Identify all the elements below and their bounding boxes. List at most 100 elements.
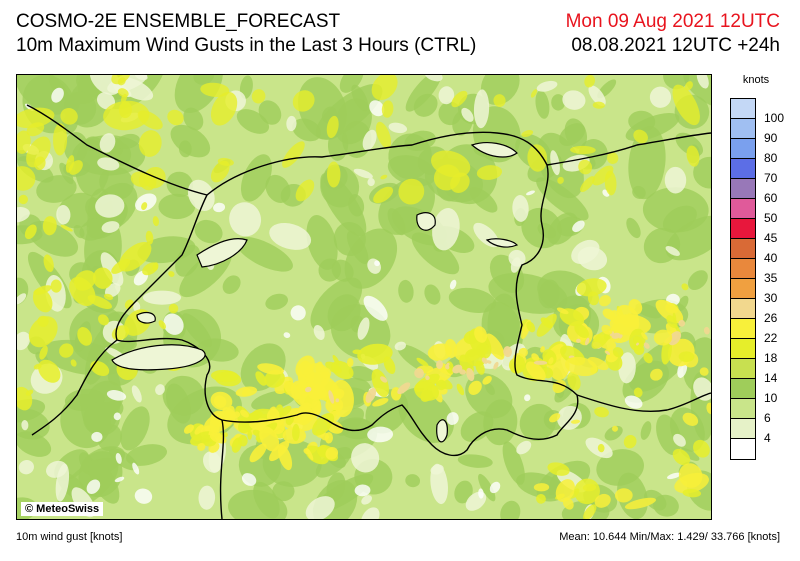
gust-patch	[438, 86, 455, 105]
gust-patch	[371, 75, 398, 101]
gust-patch	[611, 425, 619, 432]
gust-patch	[251, 390, 296, 411]
gust-patch	[535, 90, 550, 119]
lake	[470, 142, 518, 158]
gust-patch	[32, 288, 53, 313]
gust-patch	[194, 424, 204, 435]
gust-patch	[618, 352, 636, 384]
gust-patch	[152, 216, 159, 227]
gust-patch	[305, 496, 335, 519]
gust-patch	[325, 447, 339, 460]
gust-patch	[17, 130, 31, 154]
legend-swatch	[731, 179, 755, 199]
gust-patch	[416, 357, 429, 367]
gust-patch	[584, 337, 590, 346]
gust-patch	[526, 361, 546, 381]
gust-patch	[624, 395, 643, 409]
gust-patch	[346, 230, 369, 265]
product-subtitle: 10m Maximum Wind Gusts in the Last 3 Hou…	[16, 35, 477, 56]
gust-patch	[564, 118, 588, 149]
gust-patch	[182, 313, 213, 348]
gust-patch	[510, 257, 521, 273]
gust-patch	[597, 443, 605, 453]
gust-patch	[580, 176, 595, 193]
gust-patch	[572, 220, 585, 233]
title-block: COSMO-2E ENSEMBLE_FORECAST 10m Maximum W…	[16, 10, 476, 58]
legend-tick-label: 60	[764, 191, 778, 205]
gust-patch	[213, 202, 226, 213]
gust-patch	[77, 327, 93, 346]
gust-patch	[524, 394, 531, 402]
gust-patch	[351, 443, 380, 473]
gust-patch	[687, 270, 708, 291]
gust-patch	[518, 347, 528, 358]
gust-patch	[316, 446, 327, 455]
gust-patch	[354, 484, 371, 497]
gust-patch	[269, 440, 290, 462]
gust-patch	[18, 194, 28, 205]
gust-patch	[145, 230, 154, 245]
gust-patch	[570, 419, 581, 424]
gust-patch	[141, 202, 148, 211]
gust-patch	[162, 375, 205, 416]
legend-tick-label: 6	[764, 411, 771, 425]
gust-patch	[163, 313, 184, 335]
gust-patch	[241, 473, 257, 486]
gust-patch	[449, 279, 457, 290]
gust-patch	[330, 388, 345, 401]
gust-patch	[461, 107, 474, 122]
gust-patch	[115, 133, 140, 150]
gust-patch	[653, 329, 673, 346]
gust-patch	[55, 463, 70, 502]
gust-patch	[292, 90, 315, 112]
gust-patch	[138, 130, 162, 157]
gust-patch	[132, 462, 140, 475]
gust-patch	[682, 412, 699, 426]
gust-patch	[594, 493, 611, 508]
valid-time: Mon 09 Aug 2021 12UTC	[565, 11, 780, 32]
gust-patch	[432, 208, 460, 251]
gust-patch	[653, 494, 679, 517]
gust-patch	[521, 207, 562, 249]
gust-patch	[373, 186, 394, 204]
gust-patch	[56, 205, 71, 225]
gust-patch	[397, 382, 411, 395]
gust-patch	[521, 130, 534, 138]
gust-patch	[304, 386, 312, 393]
legend-swatch	[731, 359, 755, 379]
gust-patch	[115, 452, 122, 464]
gust-patch	[540, 346, 545, 353]
lake	[416, 212, 436, 231]
gust-patch	[297, 370, 307, 392]
gust-patch	[584, 75, 596, 88]
gust-patch	[678, 351, 695, 362]
gust-patch	[320, 432, 330, 441]
gust-patch	[257, 363, 284, 375]
gust-patch	[194, 219, 223, 244]
gust-patch	[614, 488, 633, 503]
legend-swatch	[731, 159, 755, 179]
gust-patch	[238, 434, 248, 447]
gust-patch	[374, 260, 380, 267]
gust-patch	[673, 433, 686, 447]
gust-patch	[17, 206, 30, 223]
legend-swatch	[731, 259, 755, 279]
gust-patch	[414, 381, 440, 401]
gust-patch	[571, 239, 600, 265]
gust-patch	[53, 123, 68, 156]
gust-patch	[272, 481, 295, 502]
gust-patch	[282, 141, 305, 168]
gust-patch	[635, 342, 639, 346]
lake	[485, 238, 519, 248]
gust-patch	[319, 367, 332, 379]
gust-patch	[212, 419, 221, 427]
gust-patch	[98, 314, 109, 326]
italy-border-east	[576, 392, 711, 413]
gust-patch	[556, 307, 569, 315]
gust-patch	[313, 325, 325, 340]
gust-patch	[120, 406, 150, 451]
gust-patch	[480, 75, 520, 106]
gust-patch	[239, 75, 253, 99]
gust-patch	[536, 493, 546, 504]
gust-patch	[380, 174, 388, 180]
